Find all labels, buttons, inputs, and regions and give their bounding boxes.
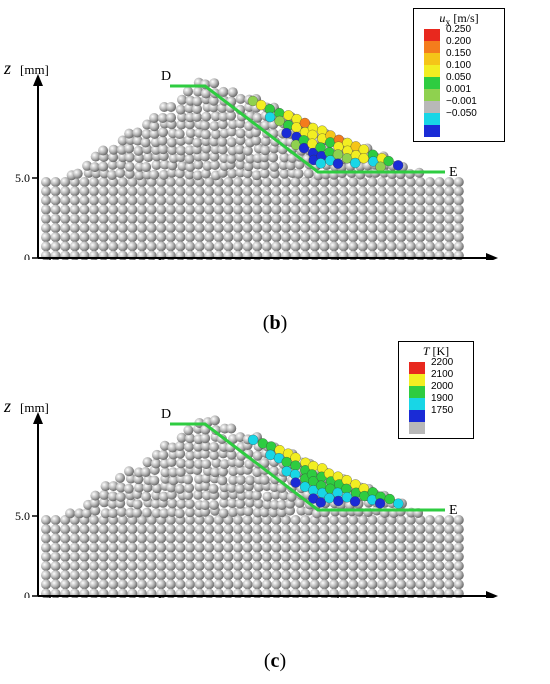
legend-title-b: ux [m/s] <box>414 9 504 29</box>
legend-entry: −0.050 <box>414 108 504 126</box>
legend-swatch <box>409 422 425 435</box>
legend-var: u <box>439 11 446 25</box>
paren-open: ( <box>263 650 271 672</box>
legend-swatch <box>424 41 440 54</box>
melt-pool-diagram-c: z[mm]y[mm]05.03.010.020.0DE <box>3 396 498 598</box>
legend-entry: 1900 <box>399 393 473 411</box>
legend-swatch <box>424 125 440 138</box>
melt-pool-diagram-b: z[mm]y[mm]05.03.010.020.0DE <box>3 58 498 260</box>
legend-entry <box>414 125 504 138</box>
legend-value: 0.250 <box>446 23 472 35</box>
z-axis-arrow-icon <box>33 74 43 86</box>
z-tick-5: 5.0 <box>15 171 30 185</box>
colored-melt-particles <box>247 434 404 509</box>
legend-swatch <box>424 113 440 126</box>
legend-value: 1900 <box>431 392 454 404</box>
legend-entry: 0.200 <box>414 36 504 54</box>
legend-value: 2000 <box>431 380 454 392</box>
legend-swatch <box>424 29 440 42</box>
legend-value: −0.050 <box>446 107 477 119</box>
z-axis-label: z <box>3 396 11 416</box>
legend-entry: 2200 <box>399 357 473 375</box>
paren-close: ) <box>280 312 288 334</box>
legend-swatch <box>409 362 425 375</box>
y-axis-arrow-icon <box>486 253 498 260</box>
legend-swatch <box>424 77 440 90</box>
z-tick-0: 0 <box>24 251 30 260</box>
legend-value: 0.200 <box>446 35 472 47</box>
legend-swatch <box>409 398 425 411</box>
legend-value: 2200 <box>431 356 454 368</box>
z-axis-unit: [mm] <box>20 400 49 415</box>
melt-boundary-line <box>170 422 445 512</box>
legend-sub: x <box>445 17 451 29</box>
paren-open: ( <box>262 312 270 334</box>
point-e-label: E <box>449 503 458 518</box>
axes <box>32 74 498 260</box>
legend-swatch <box>424 53 440 66</box>
legend-swatch <box>424 89 440 102</box>
legend-entry: 0.250 <box>414 24 504 42</box>
legend-entry: 2000 <box>399 381 473 399</box>
legend-b: ux [m/s] 0.250 0.200 0.150 0.100 0.050 0.001−… <box>413 8 505 143</box>
axes <box>32 412 498 598</box>
melt-boundary-line <box>170 84 445 174</box>
legend-unit: [K] <box>432 344 450 358</box>
panel-letter: b <box>269 312 281 334</box>
legend-swatch <box>424 65 440 78</box>
legend-swatch <box>409 374 425 387</box>
legend-entry: 0.100 <box>414 60 504 78</box>
legend-title-c: T [K] <box>399 342 473 362</box>
panel-label-b: (b) <box>0 312 550 335</box>
legend-value: 1750 <box>431 404 454 416</box>
z-axis-label: z <box>3 58 11 78</box>
point-d-label: D <box>161 407 171 422</box>
legend-value: 0.100 <box>446 59 472 71</box>
legend-value: −0.001 <box>446 95 477 107</box>
legend-swatch <box>424 101 440 114</box>
point-d-label: D <box>161 69 171 84</box>
legend-value: 0.150 <box>446 47 472 59</box>
substrate-powder-bed <box>41 177 464 260</box>
legend-var: T <box>422 344 430 358</box>
z-axis-unit: [mm] <box>20 62 49 77</box>
legend-entry: 0.001 <box>414 84 504 102</box>
legend-swatch <box>409 386 425 399</box>
legend-value: 2100 <box>431 368 454 380</box>
y-axis-arrow-icon <box>486 591 498 598</box>
panel-label-c: (c) <box>0 650 550 673</box>
legend-swatch <box>409 410 425 423</box>
colored-melt-particles <box>247 95 404 172</box>
panel-c: z[mm]y[mm]05.03.010.020.0DE T [K] 220021… <box>0 338 550 598</box>
substrate-powder-bed <box>41 515 464 598</box>
legend-c: T [K] 2200 2100 2000 1900 1750 <box>398 341 474 440</box>
legend-entry: −0.001 <box>414 96 504 114</box>
legend-unit: [m/s] <box>453 11 479 25</box>
legend-value: 0.050 <box>446 71 472 83</box>
paren-close: ) <box>279 650 287 672</box>
panel-b: z[mm]y[mm]05.03.010.020.0DE ux [m/s] 0.2… <box>0 0 550 260</box>
legend-entry: 1750 <box>399 405 473 423</box>
z-tick-5: 5.0 <box>15 509 30 523</box>
legend-entry: 0.150 <box>414 48 504 66</box>
legend-entry: 2100 <box>399 369 473 387</box>
legend-entry: 0.050 <box>414 72 504 90</box>
legend-value: 0.001 <box>446 83 472 95</box>
legend-entry <box>399 422 473 435</box>
panel-letter: c <box>270 650 280 672</box>
z-axis-arrow-icon <box>33 412 43 424</box>
point-e-label: E <box>449 165 458 180</box>
z-tick-0: 0 <box>24 589 30 598</box>
